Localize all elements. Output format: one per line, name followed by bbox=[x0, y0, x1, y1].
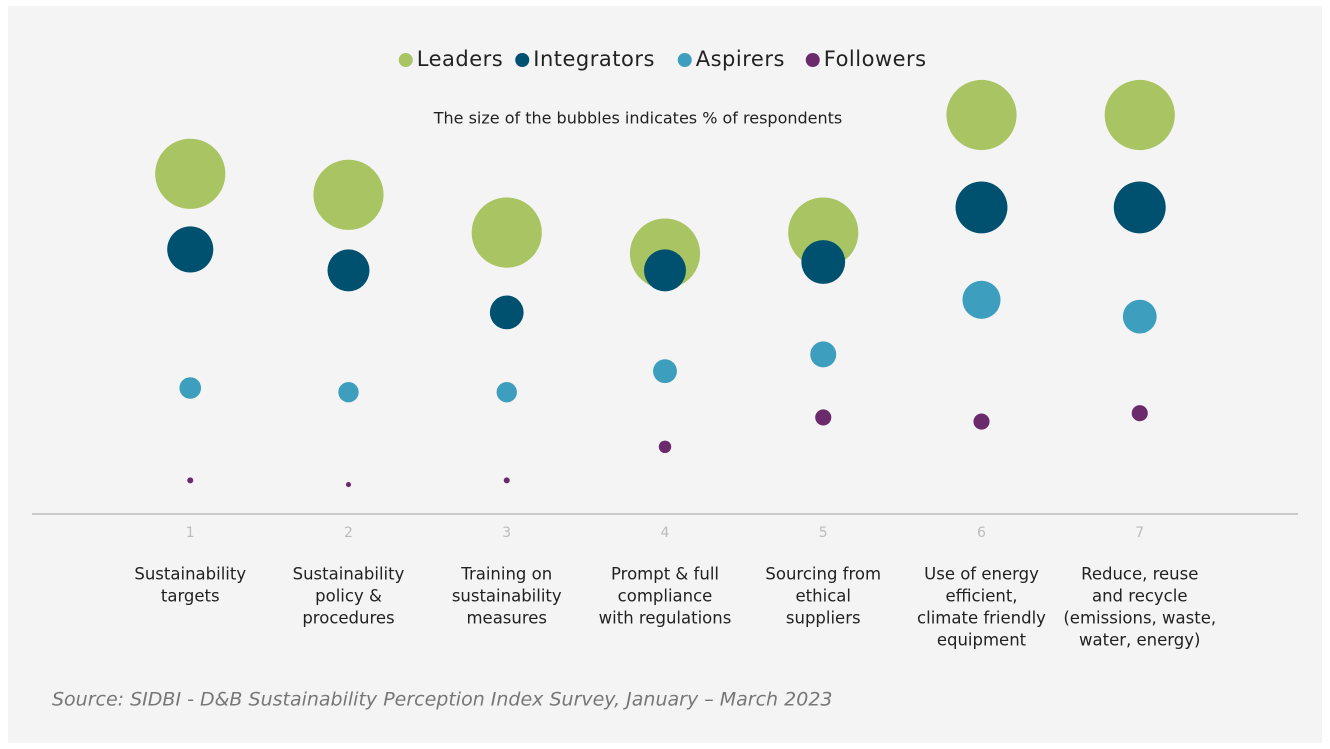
legend-label: Aspirers bbox=[696, 47, 785, 71]
legend-marker bbox=[398, 53, 413, 67]
x-tick-label: 2 bbox=[344, 525, 353, 541]
bubble bbox=[653, 359, 677, 384]
category-label: Sustainability bbox=[134, 565, 246, 584]
legend-label: Followers bbox=[824, 47, 927, 71]
category-label: Reduce, reuse bbox=[1081, 565, 1198, 584]
category-label: water, energy) bbox=[1079, 631, 1200, 650]
bubble bbox=[1104, 79, 1175, 151]
category-label: suppliers bbox=[786, 609, 861, 628]
category-label: climate friendly bbox=[917, 609, 1046, 628]
bubble bbox=[1122, 299, 1157, 334]
legend-marker bbox=[805, 53, 820, 67]
category-label: equipment bbox=[937, 631, 1027, 650]
category-label: with regulations bbox=[599, 609, 732, 628]
category-label: Training on bbox=[460, 565, 552, 584]
bubble bbox=[973, 413, 990, 430]
bubble bbox=[1113, 181, 1166, 234]
x-tick-label: 4 bbox=[661, 525, 670, 541]
legend-marker bbox=[677, 53, 692, 67]
category-label: sustainability bbox=[452, 587, 562, 606]
chart-title: The size of the bubbles indicates % of r… bbox=[433, 109, 843, 128]
source-note: Source: SIDBI - D&B Sustainability Perce… bbox=[52, 689, 833, 711]
category-label: procedures bbox=[302, 609, 394, 628]
bubble bbox=[1131, 405, 1148, 422]
bubble bbox=[503, 477, 510, 484]
category-label: targets bbox=[161, 587, 220, 606]
x-tick-label: 3 bbox=[502, 525, 511, 541]
bubble bbox=[810, 341, 837, 368]
bubble bbox=[167, 226, 214, 273]
bubble bbox=[496, 382, 517, 403]
x-tick-label: 6 bbox=[977, 525, 986, 541]
bubble bbox=[801, 240, 846, 284]
bubble bbox=[338, 382, 359, 403]
category-label: efficient, bbox=[945, 587, 1017, 606]
legend-marker bbox=[515, 53, 530, 67]
category-label: and recycle bbox=[1092, 587, 1188, 606]
bubble bbox=[815, 409, 832, 426]
bubble bbox=[946, 79, 1017, 151]
legend-label: Integrators bbox=[533, 47, 655, 71]
bubble bbox=[187, 477, 194, 484]
bubble bbox=[313, 159, 384, 230]
category-label: (emissions, waste, bbox=[1063, 609, 1216, 628]
bubble bbox=[644, 249, 686, 292]
category-label: Sourcing from bbox=[765, 565, 881, 584]
category-label: compliance bbox=[618, 587, 713, 606]
category-label: Prompt & full bbox=[611, 565, 719, 584]
legend-label: Leaders bbox=[417, 47, 503, 71]
x-tick-label: 5 bbox=[819, 525, 828, 541]
category-label: policy & bbox=[315, 587, 382, 606]
bubble bbox=[179, 377, 202, 399]
x-tick-label: 1 bbox=[186, 525, 195, 541]
bubble bbox=[955, 181, 1008, 234]
bubble bbox=[345, 482, 352, 488]
bubble bbox=[489, 295, 524, 330]
category-label: measures bbox=[466, 609, 547, 628]
category-label: ethical bbox=[796, 587, 851, 606]
bubble bbox=[962, 280, 1001, 319]
bubble bbox=[327, 249, 370, 292]
x-tick-label: 7 bbox=[1135, 525, 1144, 541]
category-label: Use of energy bbox=[924, 565, 1039, 584]
bubble bbox=[471, 197, 542, 268]
bubble bbox=[155, 138, 226, 209]
bubble bbox=[658, 440, 672, 454]
category-label: Sustainability bbox=[293, 565, 405, 584]
